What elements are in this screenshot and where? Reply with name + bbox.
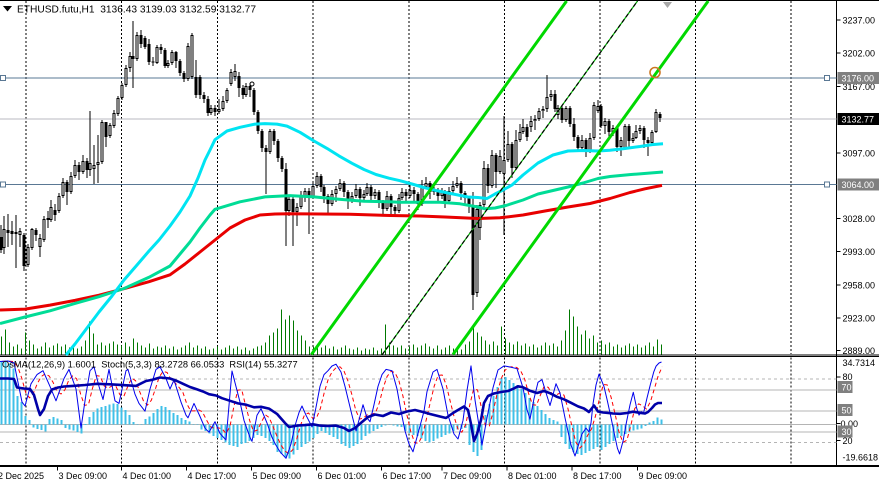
svg-text:8 Dec 01:00: 8 Dec 01:00 (508, 471, 557, 481)
svg-text:-19.6618: -19.6618 (843, 453, 879, 463)
svg-text:2923.00: 2923.00 (843, 314, 876, 324)
svg-text:3028.00: 3028.00 (843, 214, 876, 224)
svg-text:2 Dec 2025: 2 Dec 2025 (0, 471, 44, 481)
svg-text:50: 50 (842, 405, 852, 415)
svg-text:2958.00: 2958.00 (843, 280, 876, 290)
svg-text:3 Dec 09:00: 3 Dec 09:00 (59, 471, 108, 481)
svg-text:3132.77: 3132.77 (842, 115, 875, 125)
svg-text:70: 70 (842, 382, 852, 392)
svg-text:4 Dec 01:00: 4 Dec 01:00 (123, 471, 172, 481)
svg-text:6 Dec 01:00: 6 Dec 01:00 (318, 471, 367, 481)
svg-text:4 Dec 17:00: 4 Dec 17:00 (188, 471, 237, 481)
svg-text:3167.00: 3167.00 (843, 82, 876, 92)
svg-text:20: 20 (843, 436, 853, 446)
svg-text:2889.00: 2889.00 (843, 346, 876, 356)
svg-text:80: 80 (843, 372, 853, 382)
svg-text:0.00: 0.00 (841, 419, 859, 429)
svg-text:3202.00: 3202.00 (843, 49, 876, 59)
svg-text:8 Dec 17:00: 8 Dec 17:00 (573, 471, 622, 481)
svg-text:7 Dec 09:00: 7 Dec 09:00 (443, 471, 492, 481)
svg-text:34.7314: 34.7314 (843, 358, 876, 368)
svg-text:9 Dec 09:00: 9 Dec 09:00 (639, 471, 688, 481)
svg-text:OsMA(12,26,9) 1.6001 Stoch(5,: OsMA(12,26,9) 1.6001 Stoch(5,3,3) 83.272… (2, 360, 298, 370)
svg-text:5 Dec 09:00: 5 Dec 09:00 (253, 471, 302, 481)
svg-text:2993.00: 2993.00 (843, 247, 876, 257)
svg-text:3237.00: 3237.00 (843, 16, 876, 26)
svg-text:3097.00: 3097.00 (843, 148, 876, 158)
svg-text:6 Dec 17:00: 6 Dec 17:00 (383, 471, 432, 481)
svg-text:3064.00: 3064.00 (842, 180, 875, 190)
svg-text:30: 30 (842, 427, 852, 437)
svg-text:3176.00: 3176.00 (842, 73, 875, 83)
svg-text:ETHUSD.futu,H1 3136.43 3139.0: ETHUSD.futu,H1 3136.43 3139.03 3132.59 3… (17, 5, 256, 16)
